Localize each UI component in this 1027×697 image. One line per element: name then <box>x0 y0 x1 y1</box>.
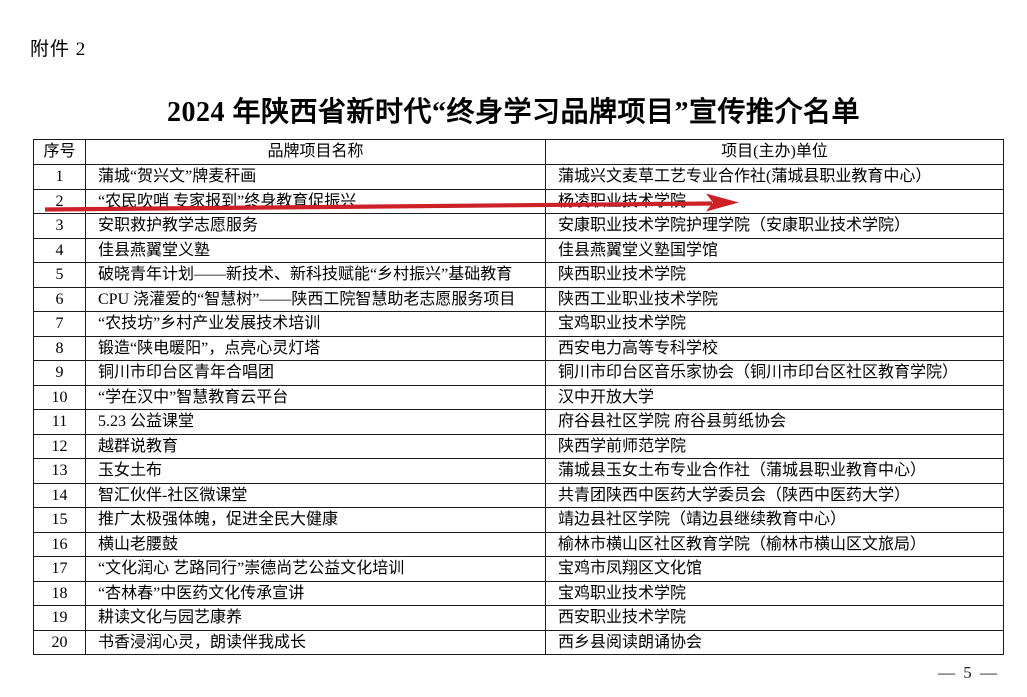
page-number: — 5 — <box>938 663 999 682</box>
project-name-cell: 耕读文化与园艺康养 <box>85 605 546 631</box>
row-number-cell: 19 <box>33 605 86 631</box>
host-unit-cell: 宝鸡职业技术学院 <box>545 311 1004 337</box>
row-number-cell: 4 <box>33 237 86 263</box>
row-number-cell: 14 <box>33 482 86 508</box>
host-unit-cell: 共青团陕西中医药大学委员会（陕西中医药大学） <box>545 482 1004 508</box>
project-name-cell: 铜川市印台区青年合唱团 <box>85 360 546 386</box>
host-unit-cell: 蒲城兴文麦草工艺专业合作社(蒲城县职业教育中心） <box>545 164 1004 190</box>
project-name-cell: 破晓青年计划——新技术、新科技赋能“乡村振兴”基础教育 <box>85 262 546 288</box>
project-name-cell: CPU 浇灌爱的“智慧树”——陕西工院智慧助老志愿服务项目 <box>85 286 546 312</box>
table-row: 15 推广太极强体魄，促进全民大健康 靖边县社区学院（靖边县继续教育中心） <box>33 507 1004 533</box>
table-row: 3 安职救护教学志愿服务 安康职业技术学院护理学院（安康职业技术学院） <box>33 213 1004 239</box>
table-row: 5 破晓青年计划——新技术、新科技赋能“乡村振兴”基础教育 陕西职业技术学院 <box>33 262 1004 288</box>
row-number-cell: 16 <box>33 531 86 557</box>
project-name-cell: 书香浸润心灵，朗读伴我成长 <box>85 629 546 655</box>
project-name-cell: 佳县燕翼堂义塾 <box>85 237 546 263</box>
row-number-cell: 1 <box>33 164 86 190</box>
table-row: 10 “学在汉中”智慧教育云平台 汉中开放大学 <box>33 384 1004 410</box>
table-row: 14 智汇伙伴-社区微课堂 共青团陕西中医药大学委员会（陕西中医药大学） <box>33 482 1004 508</box>
project-name-cell: 智汇伙伴-社区微课堂 <box>85 482 546 508</box>
column-header-2: 项目(主办)单位 <box>545 139 1004 165</box>
host-unit-cell: 宝鸡市凤翔区文化馆 <box>545 556 1004 582</box>
row-number-cell: 9 <box>33 360 86 386</box>
row-number-cell: 12 <box>33 433 86 459</box>
row-number-cell: 2 <box>33 188 86 214</box>
table-row: 6 CPU 浇灌爱的“智慧树”——陕西工院智慧助老志愿服务项目 陕西工业职业技术学院 <box>33 286 1004 312</box>
table-row: 11 5.23 公益课堂 府谷县社区学院 府谷县剪纸协会 <box>33 409 1004 435</box>
table-row: 16 横山老腰鼓 榆林市横山区社区教育学院（榆林市横山区文旅局） <box>33 531 1004 557</box>
host-unit-cell: 蒲城县玉女土布专业合作社（蒲城县职业教育中心） <box>545 458 1004 484</box>
row-number-cell: 8 <box>33 335 86 361</box>
table-row: 7 “农技坊”乡村产业发展技术培训 宝鸡职业技术学院 <box>33 311 1004 337</box>
host-unit-cell: 西乡县阅读朗诵协会 <box>545 629 1004 655</box>
project-name-cell: “杏林春”中医药文化传承宣讲 <box>85 580 546 606</box>
table-row: 1 蒲城“贺兴文”牌麦秆画 蒲城兴文麦草工艺专业合作社(蒲城县职业教育中心） <box>33 164 1004 190</box>
project-name-cell: 玉女土布 <box>85 458 546 484</box>
projects-table: 序号 品牌项目名称 项目(主办)单位 1 蒲城“贺兴文”牌麦秆画 蒲城兴文麦草工艺专业合… <box>33 139 1004 655</box>
row-number-cell: 10 <box>33 384 86 410</box>
row-number-cell: 3 <box>33 213 86 239</box>
host-unit-cell: 西安职业技术学院 <box>545 605 1004 631</box>
host-unit-cell: 宝鸡职业技术学院 <box>545 580 1004 606</box>
row-number-cell: 20 <box>33 629 86 655</box>
host-unit-cell: 铜川市印台区音乐家协会（铜川市印台区社区教育学院） <box>545 360 1004 386</box>
table-row: 19 耕读文化与园艺康养 西安职业技术学院 <box>33 605 1004 631</box>
host-unit-cell: 西安电力高等专科学校 <box>545 335 1004 361</box>
table-row: 8 锻造“陕电暖阳”，点亮心灵灯塔 西安电力高等专科学校 <box>33 335 1004 361</box>
page-title: 2024 年陕西省新时代“终身学习品牌项目”宣传推介名单 <box>166 97 860 128</box>
host-unit-cell: 陕西职业技术学院 <box>545 262 1004 288</box>
project-name-cell: “农民吹哨 专家报到”终身教育促振兴 <box>85 188 546 214</box>
project-name-cell: 安职救护教学志愿服务 <box>85 213 546 239</box>
table-row: 20 书香浸润心灵，朗读伴我成长 西乡县阅读朗诵协会 <box>33 629 1004 655</box>
row-number-cell: 17 <box>33 556 86 582</box>
column-header-0: 序号 <box>33 139 86 165</box>
row-number-cell: 5 <box>33 262 86 288</box>
table-row: 17 “文化润心 艺路同行”崇德尚艺公益文化培训 宝鸡市凤翔区文化馆 <box>33 556 1004 582</box>
row-number-cell: 18 <box>33 580 86 606</box>
table-header-row: 序号 品牌项目名称 项目(主办)单位 <box>33 139 1004 165</box>
host-unit-cell: 安康职业技术学院护理学院（安康职业技术学院） <box>545 213 1004 239</box>
attachment-label: 附件 2 <box>30 39 87 60</box>
table-row: 4 佳县燕翼堂义塾 佳县燕翼堂义塾国学馆 <box>33 237 1004 263</box>
project-name-cell: 横山老腰鼓 <box>85 531 546 557</box>
table-row: 18 “杏林春”中医药文化传承宣讲 宝鸡职业技术学院 <box>33 580 1004 606</box>
project-name-cell: 越群说教育 <box>85 433 546 459</box>
column-header-1: 品牌项目名称 <box>85 139 546 165</box>
project-name-cell: 锻造“陕电暖阳”，点亮心灵灯塔 <box>85 335 546 361</box>
host-unit-cell: 府谷县社区学院 府谷县剪纸协会 <box>545 409 1004 435</box>
project-name-cell: “农技坊”乡村产业发展技术培训 <box>85 311 546 337</box>
host-unit-cell: 杨凌职业技术学院 <box>545 188 1004 214</box>
project-name-cell: 推广太极强体魄，促进全民大健康 <box>85 507 546 533</box>
host-unit-cell: 陕西学前师范学院 <box>545 433 1004 459</box>
project-name-cell: “学在汉中”智慧教育云平台 <box>85 384 546 410</box>
table-row: 9 铜川市印台区青年合唱团 铜川市印台区音乐家协会（铜川市印台区社区教育学院） <box>33 360 1004 386</box>
row-number-cell: 11 <box>33 409 86 435</box>
host-unit-cell: 榆林市横山区社区教育学院（榆林市横山区文旅局） <box>545 531 1004 557</box>
project-name-cell: “文化润心 艺路同行”崇德尚艺公益文化培训 <box>85 556 546 582</box>
host-unit-cell: 汉中开放大学 <box>545 384 1004 410</box>
row-number-cell: 6 <box>33 286 86 312</box>
table-row: 12 越群说教育 陕西学前师范学院 <box>33 433 1004 459</box>
row-number-cell: 13 <box>33 458 86 484</box>
host-unit-cell: 靖边县社区学院（靖边县继续教育中心） <box>545 507 1004 533</box>
table-row: 13 玉女土布 蒲城县玉女土布专业合作社（蒲城县职业教育中心） <box>33 458 1004 484</box>
project-name-cell: 5.23 公益课堂 <box>85 409 546 435</box>
row-number-cell: 7 <box>33 311 86 337</box>
host-unit-cell: 佳县燕翼堂义塾国学馆 <box>545 237 1004 263</box>
row-number-cell: 15 <box>33 507 86 533</box>
host-unit-cell: 陕西工业职业技术学院 <box>545 286 1004 312</box>
table-row: 2 “农民吹哨 专家报到”终身教育促振兴 杨凌职业技术学院 <box>33 188 1004 214</box>
project-name-cell: 蒲城“贺兴文”牌麦秆画 <box>85 164 546 190</box>
